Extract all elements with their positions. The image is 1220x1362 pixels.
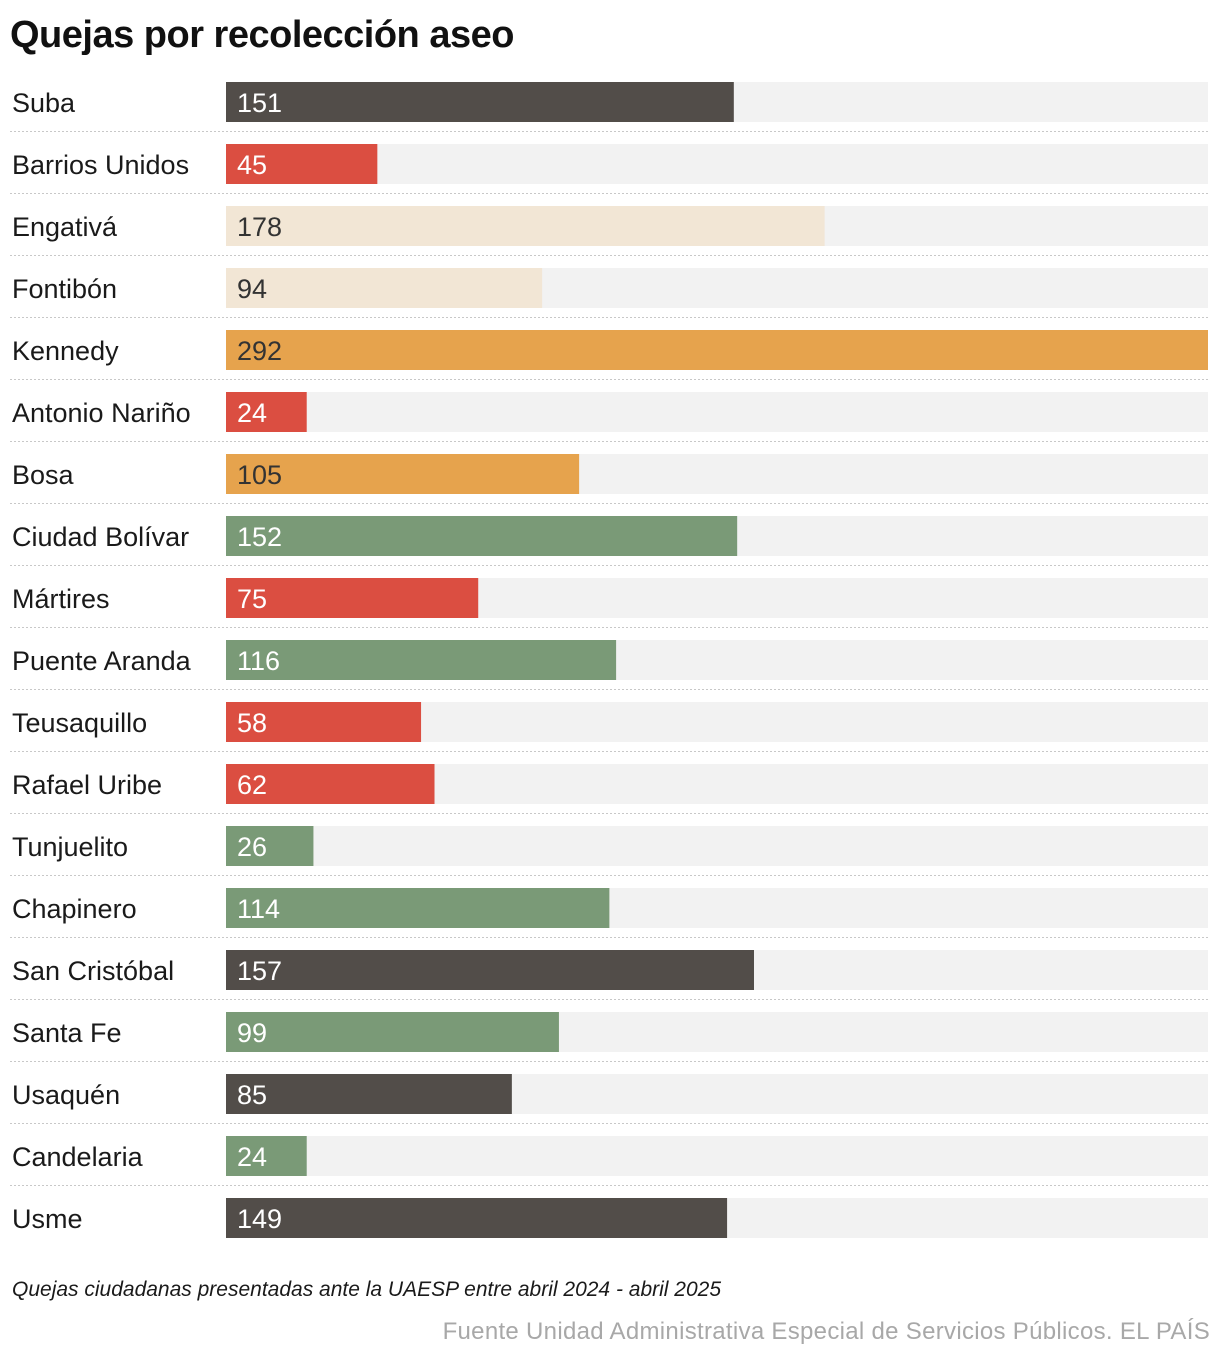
bar-track bbox=[226, 392, 1208, 432]
chart-note: Quejas ciudadanas presentadas ante la UA… bbox=[12, 1278, 722, 1301]
bar bbox=[226, 764, 435, 804]
chart-title: Quejas por recolección aseo bbox=[10, 14, 514, 56]
bar bbox=[226, 826, 314, 866]
category-label: Barrios Unidos bbox=[12, 150, 189, 180]
bar bbox=[226, 1198, 728, 1238]
bar-value-label: 152 bbox=[237, 522, 282, 552]
category-label: Ciudad Bolívar bbox=[12, 522, 189, 552]
category-label: Tunjuelito bbox=[12, 832, 128, 862]
bar-value-label: 157 bbox=[237, 956, 282, 986]
bar bbox=[226, 1012, 559, 1052]
category-label: Puente Aranda bbox=[12, 646, 192, 676]
bar-value-label: 116 bbox=[237, 646, 280, 676]
category-label: Mártires bbox=[12, 584, 110, 614]
bar-value-label: 24 bbox=[237, 1142, 267, 1172]
bar-value-label: 114 bbox=[237, 894, 280, 924]
category-label: Engativá bbox=[12, 212, 118, 242]
category-label: San Cristóbal bbox=[12, 956, 174, 986]
bar-value-label: 24 bbox=[237, 398, 267, 428]
bar bbox=[226, 702, 422, 742]
category-label: Kennedy bbox=[12, 336, 119, 366]
bar-value-label: 178 bbox=[237, 212, 282, 242]
bar bbox=[226, 392, 307, 432]
bar bbox=[226, 516, 738, 556]
bar bbox=[226, 1074, 512, 1114]
bar-value-label: 75 bbox=[237, 584, 267, 614]
category-label: Suba bbox=[12, 88, 76, 118]
bar-value-label: 26 bbox=[237, 832, 267, 862]
category-label: Usaquén bbox=[12, 1080, 120, 1110]
bar-value-label: 94 bbox=[237, 274, 267, 304]
bar bbox=[226, 268, 543, 308]
bar-value-label: 62 bbox=[237, 770, 267, 800]
bar bbox=[226, 330, 1208, 370]
bar-track bbox=[226, 1136, 1208, 1176]
bar-value-label: 85 bbox=[237, 1080, 267, 1110]
chart-source: Fuente Unidad Administrativa Especial de… bbox=[442, 1318, 1210, 1345]
category-label: Santa Fe bbox=[12, 1018, 122, 1048]
bar-track bbox=[226, 144, 1208, 184]
category-label: Antonio Nariño bbox=[12, 398, 191, 428]
category-label: Chapinero bbox=[12, 894, 137, 924]
category-label: Candelaria bbox=[12, 1142, 144, 1172]
bar bbox=[226, 640, 617, 680]
bar bbox=[226, 578, 479, 618]
category-label: Fontibón bbox=[12, 274, 117, 304]
bar bbox=[226, 144, 378, 184]
bar-track bbox=[226, 826, 1208, 866]
bar-value-label: 45 bbox=[237, 150, 267, 180]
bar-value-label: 292 bbox=[237, 336, 282, 366]
bar-value-label: 149 bbox=[237, 1204, 282, 1234]
bar bbox=[226, 950, 754, 990]
bar-value-label: 58 bbox=[237, 708, 267, 738]
bar-value-label: 151 bbox=[237, 88, 282, 118]
bar-chart: Suba 151 Barrios Unidos 45 Engativá 178 Fontib… bbox=[10, 82, 1208, 1238]
category-label: Bosa bbox=[12, 460, 75, 490]
category-label: Teusaquillo bbox=[12, 708, 147, 738]
bar bbox=[226, 1136, 307, 1176]
bar bbox=[226, 82, 734, 122]
bar bbox=[226, 888, 610, 928]
category-label: Rafael Uribe bbox=[12, 770, 162, 800]
bar-value-label: 99 bbox=[237, 1018, 267, 1048]
bar bbox=[226, 454, 580, 494]
bar-value-label: 105 bbox=[237, 460, 282, 490]
bar bbox=[226, 206, 825, 246]
category-label: Usme bbox=[12, 1204, 83, 1234]
